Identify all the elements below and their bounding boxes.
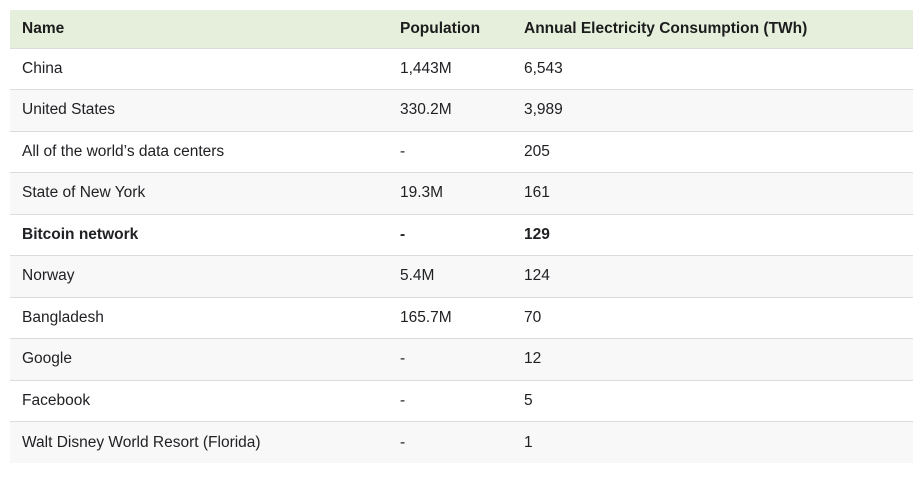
cell-population: 19.3M — [388, 172, 512, 214]
table-row: United States 330.2M 3,989 — [10, 89, 913, 131]
cell-name: Facebook — [10, 379, 388, 422]
table-row: Norway 5.4M 124 — [10, 255, 913, 297]
table-row: Bitcoin network - 129 — [10, 213, 913, 256]
table-header: Name Population Annual Electricity Consu… — [10, 10, 913, 48]
cell-consumption: 3,989 — [512, 89, 913, 131]
column-header-consumption: Annual Electricity Consumption (TWh) — [512, 10, 913, 48]
column-header-population: Population — [388, 10, 512, 48]
cell-name: Bitcoin network — [10, 213, 388, 256]
cell-name: All of the world’s data centers — [10, 130, 388, 173]
cell-population: 165.7M — [388, 296, 512, 339]
table-row: All of the world’s data centers - 205 — [10, 130, 913, 173]
cell-population: 1,443M — [388, 47, 512, 90]
table-row: China 1,443M 6,543 — [10, 47, 913, 90]
cell-name: Norway — [10, 255, 388, 297]
cell-population: 330.2M — [388, 89, 512, 131]
table-row: Google - 12 — [10, 338, 913, 380]
table-row: Bangladesh 165.7M 70 — [10, 296, 913, 339]
cell-consumption: 6,543 — [512, 47, 913, 90]
cell-population: - — [388, 379, 512, 422]
cell-consumption: 70 — [512, 296, 913, 339]
table-row: Facebook - 5 — [10, 379, 913, 422]
cell-consumption: 12 — [512, 338, 913, 380]
column-header-name: Name — [10, 10, 388, 48]
cell-name: State of New York — [10, 172, 388, 214]
cell-name: Walt Disney World Resort (Florida) — [10, 421, 388, 463]
cell-consumption: 124 — [512, 255, 913, 297]
cell-consumption: 5 — [512, 379, 913, 422]
cell-population: 5.4M — [388, 255, 512, 297]
cell-consumption: 1 — [512, 421, 913, 463]
cell-name: China — [10, 47, 388, 90]
cell-name: Bangladesh — [10, 296, 388, 339]
electricity-consumption-table: Name Population Annual Electricity Consu… — [10, 10, 913, 463]
cell-consumption: 129 — [512, 213, 913, 256]
table-body: China 1,443M 6,543 United States 330.2M … — [10, 47, 913, 463]
table-row: Walt Disney World Resort (Florida) - 1 — [10, 421, 913, 463]
header-row: Name Population Annual Electricity Consu… — [10, 10, 913, 48]
cell-name: Google — [10, 338, 388, 380]
cell-population: - — [388, 213, 512, 256]
cell-consumption: 161 — [512, 172, 913, 214]
cell-consumption: 205 — [512, 130, 913, 173]
cell-population: - — [388, 338, 512, 380]
cell-population: - — [388, 421, 512, 463]
table-row: State of New York 19.3M 161 — [10, 172, 913, 214]
cell-population: - — [388, 130, 512, 173]
cell-name: United States — [10, 89, 388, 131]
